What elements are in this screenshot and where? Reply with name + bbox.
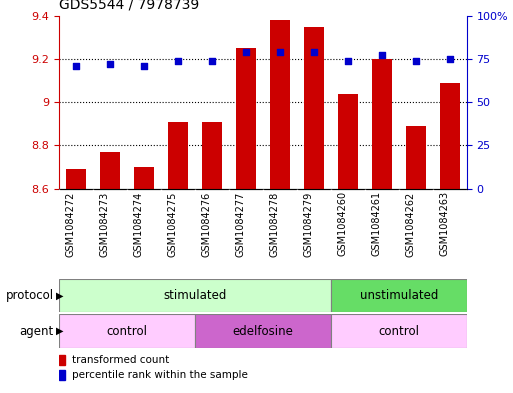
Text: agent: agent — [19, 325, 54, 338]
Bar — [195, 314, 331, 348]
Bar — [168, 121, 188, 189]
Point — [344, 57, 352, 64]
Point — [174, 57, 182, 64]
Text: stimulated: stimulated — [163, 289, 227, 302]
Text: percentile rank within the sample: percentile rank within the sample — [72, 370, 248, 380]
Point — [446, 56, 454, 62]
Text: GSM1084278: GSM1084278 — [270, 191, 280, 257]
Bar — [59, 314, 195, 348]
Bar — [235, 48, 256, 189]
Point — [310, 49, 318, 55]
Point — [378, 52, 386, 59]
Text: control: control — [379, 325, 419, 338]
Text: GSM1084260: GSM1084260 — [338, 191, 348, 256]
Point — [140, 63, 148, 69]
Bar — [270, 20, 290, 189]
Text: GSM1084276: GSM1084276 — [202, 191, 212, 257]
Text: control: control — [107, 325, 147, 338]
Bar — [66, 169, 86, 189]
Bar — [59, 355, 65, 365]
Bar — [331, 279, 467, 312]
Bar — [59, 370, 65, 380]
Bar — [338, 94, 358, 189]
Point — [276, 49, 284, 55]
Bar — [371, 59, 392, 189]
Text: ▶: ▶ — [56, 326, 64, 336]
Bar — [202, 121, 222, 189]
Text: ▶: ▶ — [56, 291, 64, 301]
Bar — [331, 314, 467, 348]
Bar — [406, 126, 426, 189]
Bar — [134, 167, 154, 189]
Text: GDS5544 / 7978739: GDS5544 / 7978739 — [59, 0, 199, 12]
Point — [242, 49, 250, 55]
Bar — [304, 27, 324, 189]
Text: GSM1084272: GSM1084272 — [66, 191, 76, 257]
Point — [106, 61, 114, 67]
Text: GSM1084279: GSM1084279 — [304, 191, 314, 257]
Text: protocol: protocol — [6, 289, 54, 302]
Text: edelfosine: edelfosine — [232, 325, 293, 338]
Bar — [59, 279, 331, 312]
Point — [208, 57, 216, 64]
Bar — [440, 83, 460, 189]
Text: GSM1084277: GSM1084277 — [236, 191, 246, 257]
Text: GSM1084273: GSM1084273 — [100, 191, 110, 257]
Point — [72, 63, 80, 69]
Text: GSM1084274: GSM1084274 — [134, 191, 144, 257]
Point — [412, 57, 420, 64]
Text: transformed count: transformed count — [72, 355, 169, 365]
Bar — [100, 152, 120, 189]
Text: GSM1084262: GSM1084262 — [406, 191, 416, 257]
Text: GSM1084261: GSM1084261 — [372, 191, 382, 256]
Text: GSM1084263: GSM1084263 — [440, 191, 450, 256]
Text: GSM1084275: GSM1084275 — [168, 191, 178, 257]
Text: unstimulated: unstimulated — [360, 289, 438, 302]
